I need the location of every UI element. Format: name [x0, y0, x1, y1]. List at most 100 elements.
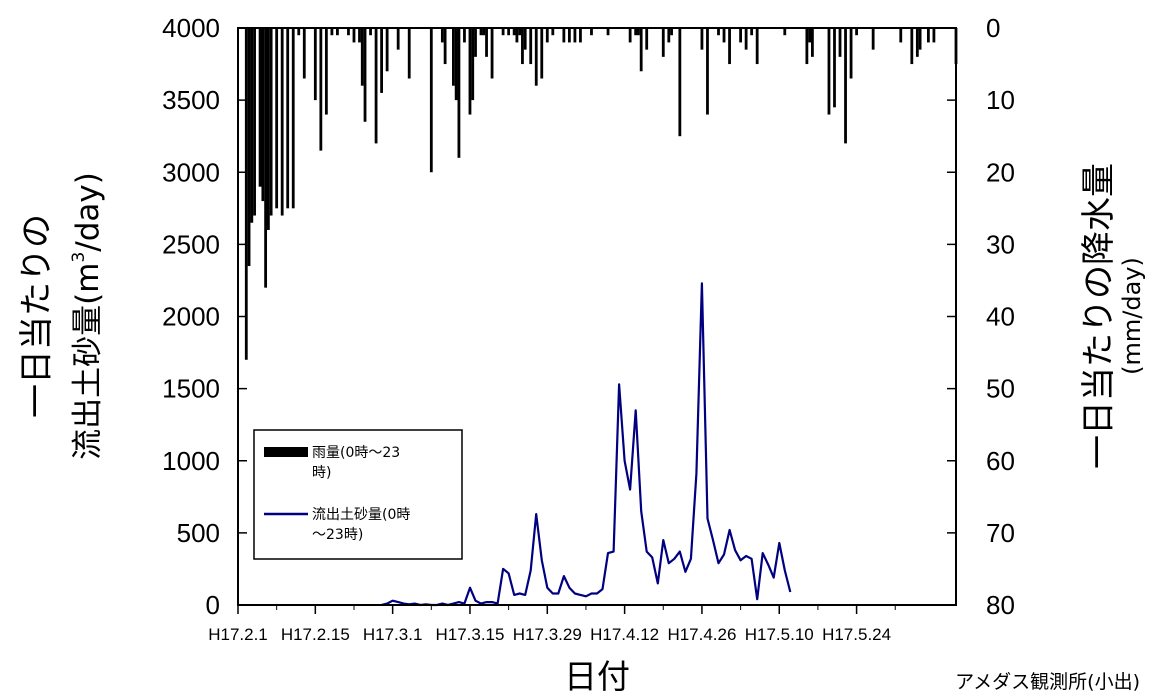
rainfall-bar — [534, 28, 538, 86]
rainfall-bar — [639, 28, 643, 72]
rainfall-bar — [706, 28, 709, 115]
left-axis-title-part-b: /day) — [70, 172, 106, 252]
rainfall-bar — [521, 28, 524, 65]
legend-label-rain-2: 時) — [312, 465, 331, 481]
right-axis: 0 10 20 30 40 50 60 70 80 — [947, 13, 1015, 620]
right-axis-title-line2: (mm/day) — [1118, 257, 1146, 375]
rainfall-bar — [286, 28, 290, 209]
legend-swatch-rain — [264, 447, 308, 457]
left-tick-label: 1000 — [162, 446, 220, 476]
rainfall-bar — [471, 28, 475, 101]
rainfall-bar — [407, 28, 411, 79]
left-tick-label: 3000 — [162, 157, 220, 187]
rainfall-bar — [827, 28, 831, 115]
rainfall-bar — [457, 28, 461, 158]
rainfall-bar — [358, 28, 361, 43]
rainfall-bar — [250, 28, 254, 223]
rainfall-bar — [932, 28, 936, 43]
rainfall-bar — [258, 28, 262, 187]
rainfall-bar — [722, 28, 726, 43]
rainfall-bar — [918, 28, 922, 50]
rainfall-bar — [540, 28, 544, 79]
rainfall-bar — [482, 28, 486, 36]
rainfall-bar — [385, 28, 389, 72]
rainfall-bar — [567, 28, 571, 43]
rainfall-bar — [291, 28, 295, 209]
rainfall-bar — [479, 28, 483, 36]
rainfall-bar — [844, 28, 847, 144]
rainfall-bar — [380, 28, 383, 93]
rainfall-bar — [474, 28, 477, 57]
rainfall-bar — [244, 28, 248, 360]
right-tick-label: 50 — [986, 374, 1015, 404]
rainfall-bar — [755, 28, 759, 65]
rainfall-bar — [573, 28, 577, 43]
x-axis: H17.2.1 H17.2.15 H17.3.1 H17.3.15 H17.3.29 H1… — [208, 605, 896, 644]
rainfall-bar — [750, 28, 754, 36]
x-tick-label: H17.4.26 — [667, 625, 736, 644]
rainfall-bar — [261, 28, 265, 202]
rainfall-bar — [645, 28, 649, 50]
rainfall-bar — [501, 28, 505, 36]
rainfall-bar — [330, 28, 334, 36]
rainfall-bar — [678, 28, 682, 137]
source-note: アメダス観測所(小出) — [955, 671, 1140, 693]
right-tick-label: 70 — [986, 518, 1015, 548]
right-axis-title-line1: 一日当たりの降水量 — [1079, 163, 1119, 469]
x-tick-label: H17.3.29 — [513, 625, 582, 644]
rainfall-bar — [670, 28, 673, 36]
left-tick-label: 500 — [177, 518, 220, 548]
left-tick-label: 2000 — [162, 302, 220, 332]
rainfall-bar — [454, 28, 458, 101]
rainfall-bar — [529, 28, 533, 65]
rainfall-bar — [700, 28, 704, 50]
rainfall-bar — [915, 28, 919, 57]
rainfall-bar — [739, 28, 742, 43]
rainfall-bar — [297, 28, 301, 36]
x-tick-label: H17.5.24 — [822, 625, 891, 644]
right-tick-label: 60 — [986, 446, 1015, 476]
rainfall-bar — [637, 28, 640, 36]
rainfall-bar — [661, 28, 665, 57]
rainfall-bar — [374, 28, 378, 144]
rainfall-bar — [562, 28, 566, 43]
rainfall-bar — [579, 28, 582, 43]
rainfall-bar — [363, 28, 367, 122]
rainfall-bar — [302, 28, 306, 79]
rainfall-bar — [838, 28, 842, 57]
rainfall-bars — [244, 28, 958, 360]
left-axis-title-line2: 流出土砂量(m3/day) — [69, 172, 106, 460]
rainfall-bar — [266, 28, 270, 230]
left-axis-title-superscript: 3 — [69, 252, 89, 263]
left-tick-label: 4000 — [162, 13, 220, 43]
rainfall-bar — [871, 28, 875, 50]
x-tick-label: H17.2.15 — [281, 625, 350, 644]
rainfall-bar — [264, 28, 268, 288]
rainfall-bar — [429, 28, 433, 173]
rainfall-bar — [512, 28, 516, 36]
rainfall-bar — [468, 28, 472, 115]
right-tick-label: 30 — [986, 229, 1015, 259]
right-axis-title: 一日当たりの降水量 — [1079, 163, 1119, 469]
rainfall-bar — [634, 28, 638, 36]
legend-label-rain-1: 雨量(0時〜23 — [312, 445, 400, 461]
rainfall-bar — [485, 28, 488, 57]
rainfall-bar — [899, 28, 903, 43]
rainfall-bar — [253, 28, 256, 216]
right-tick-label: 10 — [986, 85, 1015, 115]
rainfall-bar — [833, 28, 836, 108]
rainfall-bar — [805, 28, 809, 65]
rainfall-bar — [717, 28, 720, 36]
right-tick-label: 40 — [986, 302, 1015, 332]
legend-label-sediment-2: 〜23時) — [312, 527, 363, 543]
left-axis: 0 500 1000 1500 2000 2500 3000 3500 4000 — [162, 13, 247, 620]
x-tick-label: H17.5.10 — [745, 625, 814, 644]
rainfall-bar — [269, 28, 273, 216]
legend-label-sediment-1: 流出土砂量(0時 — [312, 507, 410, 523]
rainfall-bar — [910, 28, 914, 65]
rainfall-bar — [452, 28, 455, 86]
right-tick-label: 0 — [986, 13, 1000, 43]
rainfall-bar — [507, 28, 511, 36]
left-tick-label: 0 — [206, 590, 220, 620]
